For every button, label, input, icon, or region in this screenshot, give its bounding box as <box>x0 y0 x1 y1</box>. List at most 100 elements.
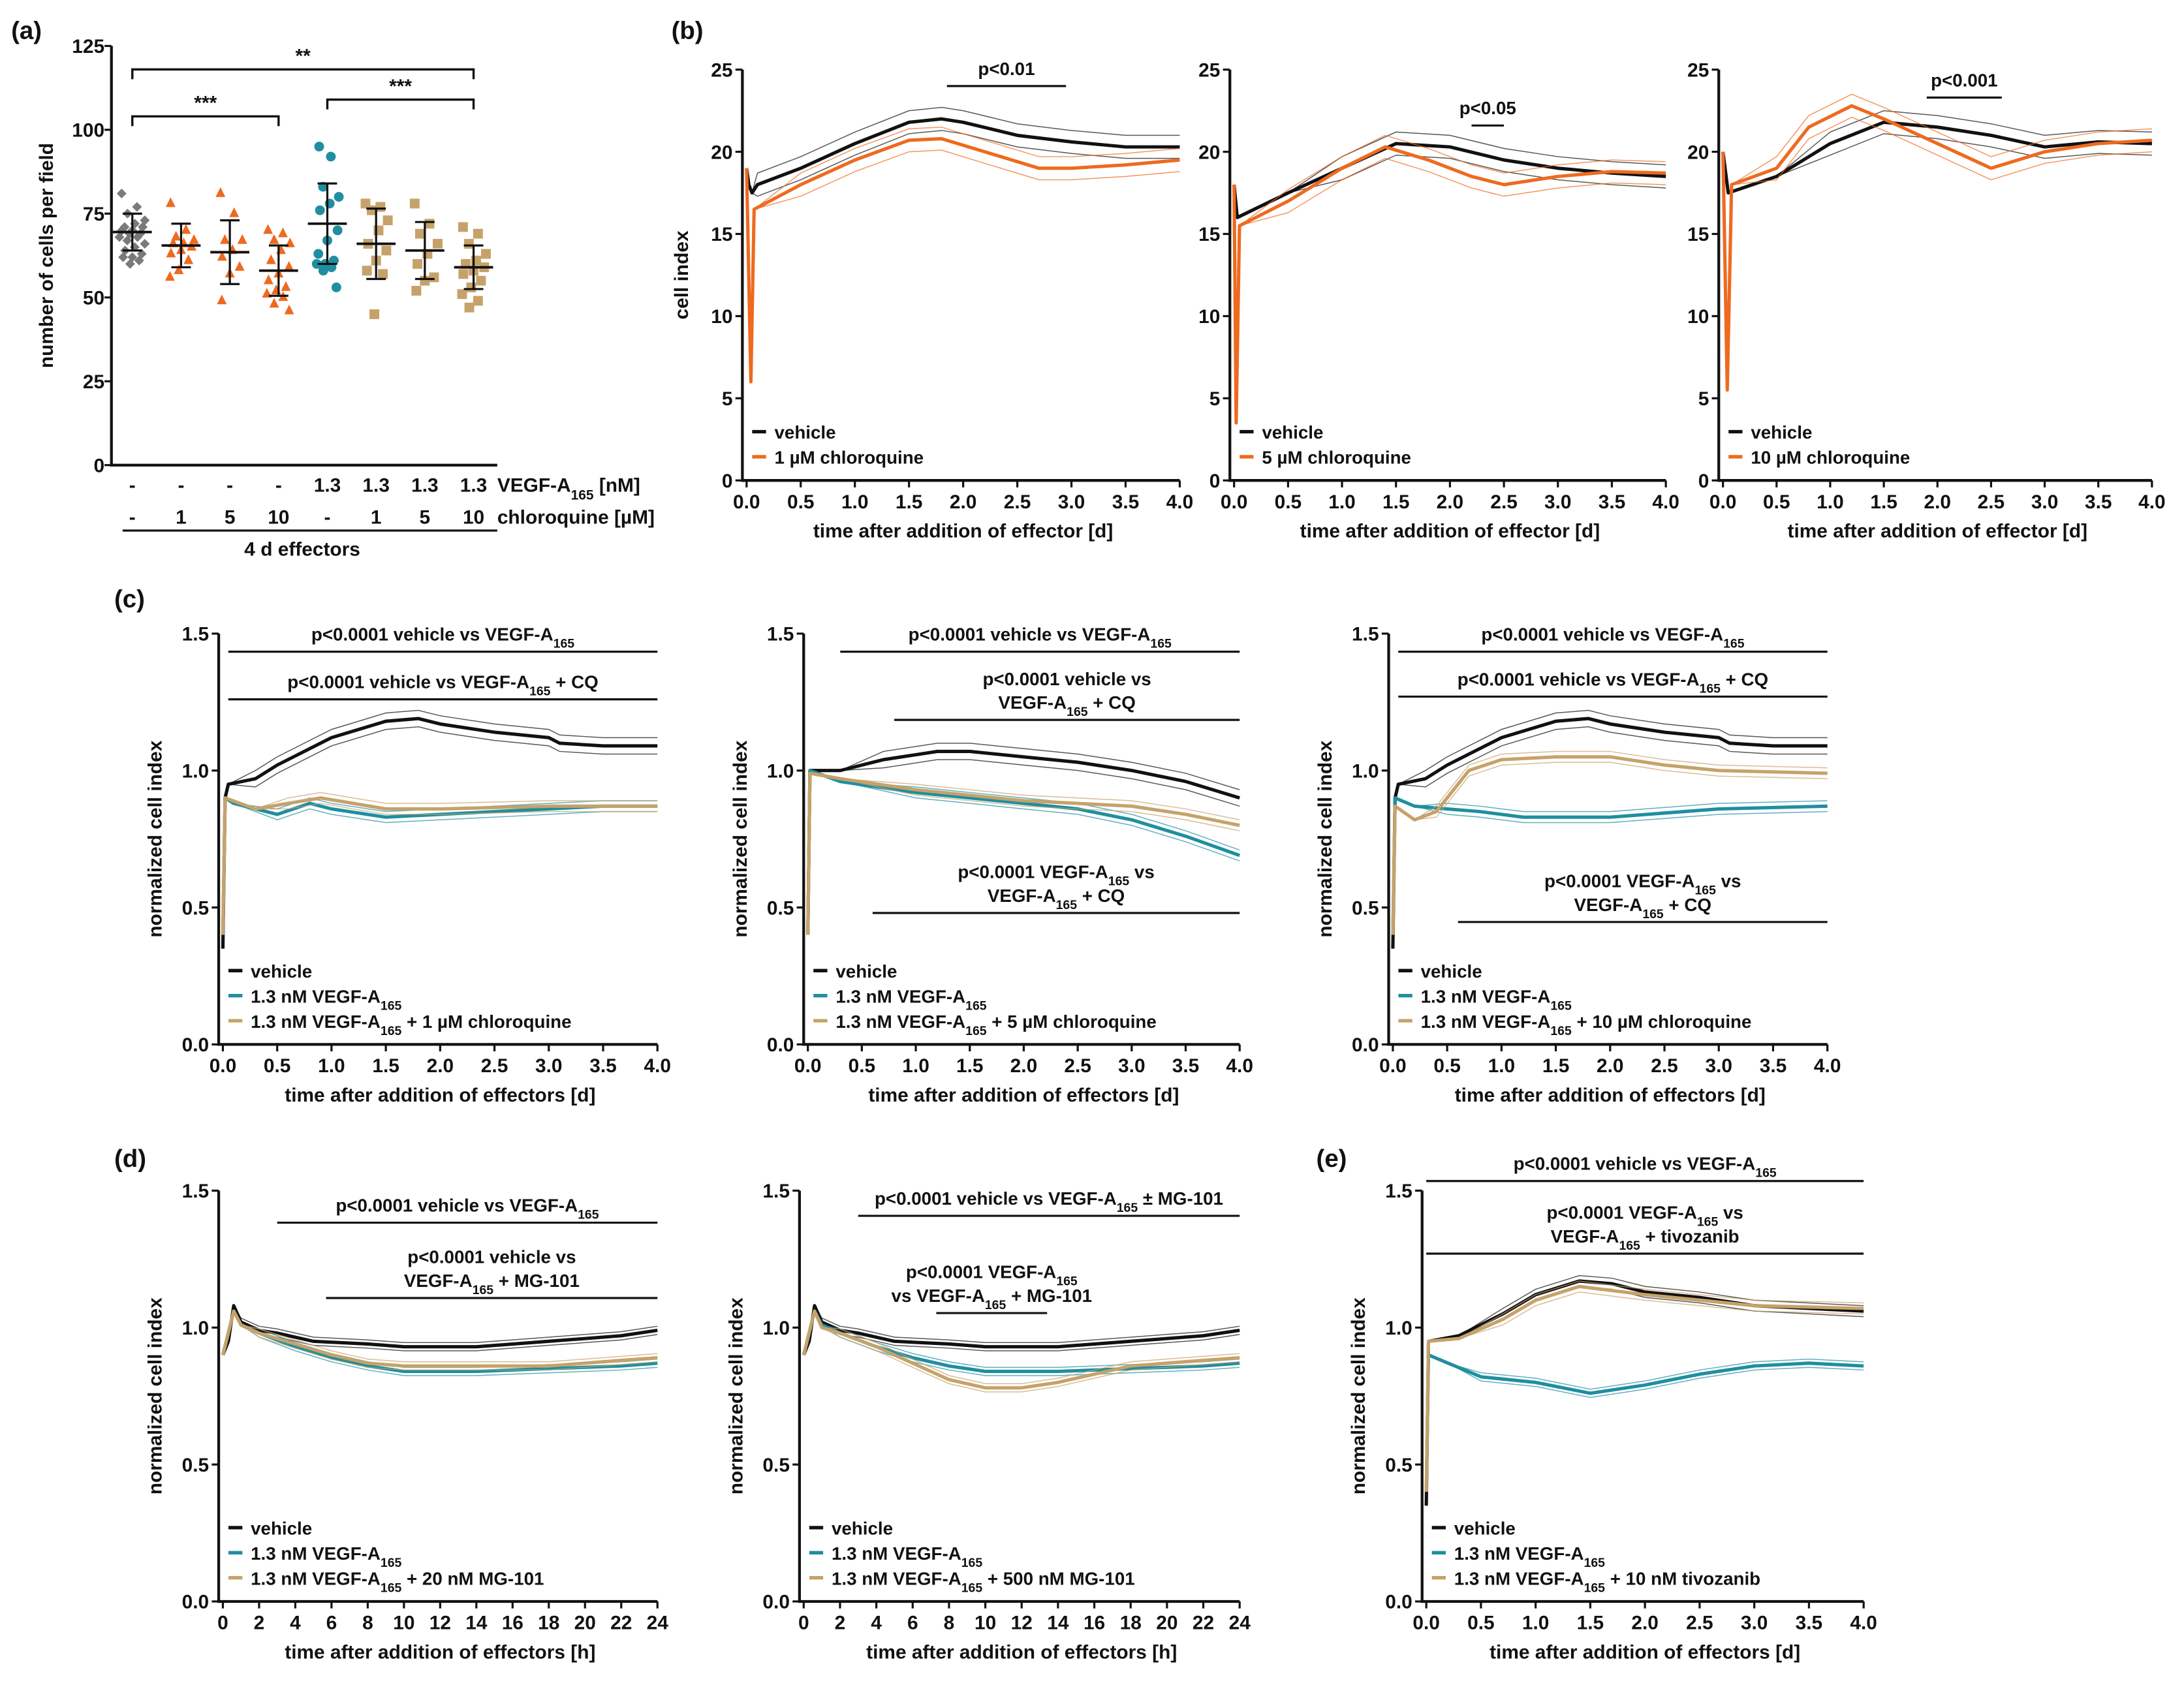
curve-2 <box>221 1309 658 1368</box>
x-tick-label: 3.0 <box>2031 491 2059 513</box>
y-tick-label: 1.5 <box>182 624 210 645</box>
text-segment: 1.0 <box>1817 491 1844 513</box>
y-tick-label: 1.5 <box>767 624 794 645</box>
text-segment: + 5 µM chloroquine <box>987 1012 1157 1032</box>
text-segment: + MG-101 <box>493 1271 580 1291</box>
legend-label: vehicle <box>251 961 312 982</box>
x-tick-label: 4.0 <box>1652 491 1679 513</box>
x-tick-label: 6 <box>907 1613 918 1634</box>
x-axis-title: time after addition of effectors [d] <box>868 1085 1179 1106</box>
y-tick-label: 1.0 <box>1352 760 1379 782</box>
curve-1 <box>1721 104 2153 392</box>
data-point <box>311 258 322 269</box>
text-segment: 1.3 nM VEGF-A <box>1421 986 1551 1006</box>
text-segment: vs VEGF-A <box>892 1286 985 1306</box>
legend-label: 1.3 nM VEGF-A165 <box>1421 986 1572 1013</box>
text-segment: 0.0 <box>1221 491 1248 513</box>
x-tick-label: 2.0 <box>1631 1613 1659 1634</box>
sd-line-0 <box>1722 110 2152 194</box>
x-tick-label: 10 <box>975 1613 996 1634</box>
text-segment: 1.0 <box>182 1318 210 1339</box>
data-point <box>473 228 483 239</box>
y-tick-label: 1.0 <box>767 760 794 782</box>
text-segment: time after addition of effectors [h] <box>866 1641 1177 1663</box>
x-tick-label: 3.0 <box>1705 1055 1732 1077</box>
text-segment: 4.0 <box>2138 491 2166 513</box>
text-segment: - <box>226 474 233 496</box>
chart-c2: 0.0 0.5 1.0 1.5 0.0 0.5 1.0 1.5 2.0 2.5 3.0 3.5 4.0 t… <box>730 624 1253 1106</box>
data-point <box>362 266 372 276</box>
text-segment: 5 µM chloroquine <box>1262 448 1411 468</box>
significance-label: p<0.0001 vehicle vs VEGF-A165 + CQ <box>287 672 598 699</box>
text-segment: + CQ <box>1664 895 1711 915</box>
x-tick-label: 8 <box>362 1613 373 1634</box>
x-tick-label: 6 <box>326 1613 337 1634</box>
y-tick-label: 0.5 <box>762 1455 790 1476</box>
text-segment: time after addition of effector [d] <box>1788 521 2088 542</box>
y-tick-label: 0.0 <box>182 1034 210 1056</box>
text-segment: 18 <box>1120 1613 1142 1634</box>
data-point <box>116 189 127 198</box>
legend-label: 10 µM chloroquine <box>1751 448 1910 468</box>
text-segment: 25 <box>1198 59 1220 81</box>
text-segment: 2.0 <box>1631 1613 1659 1634</box>
x-tick-label: 24 <box>1229 1613 1251 1634</box>
x-tick-label: 4.0 <box>1226 1055 1253 1077</box>
text-segment: 1.3 nM VEGF-A <box>1454 1543 1584 1564</box>
subscript: 165 <box>1694 883 1716 897</box>
sd-line-1 <box>222 797 658 935</box>
sd-line-2 <box>1426 1291 1864 1492</box>
text-segment: 3.5 <box>1796 1613 1823 1634</box>
data-point <box>411 286 422 296</box>
curve-1 <box>221 796 658 935</box>
subscript: 165 <box>1619 1239 1640 1253</box>
text-segment: + tivozanib <box>1640 1226 1739 1246</box>
y-tick-label: 100 <box>72 120 104 142</box>
data-point <box>281 281 291 291</box>
text-segment: time after addition of effector [d] <box>813 521 1114 542</box>
legend-label: vehicle <box>1454 1519 1516 1539</box>
text-segment: 1.5 <box>1870 491 1897 513</box>
y-tick-label: 10 <box>1687 306 1709 328</box>
text-segment: 3.0 <box>1118 1055 1146 1077</box>
data-point <box>284 304 294 315</box>
text-segment: 14 <box>465 1613 488 1634</box>
text-segment: 1.5 <box>1577 1613 1604 1634</box>
text-segment: VEGF-A <box>1551 1226 1619 1246</box>
significance-label: p<0.0001 vehicle vs VEGF-A165 + CQ <box>1458 669 1768 696</box>
subscript: 165 <box>1584 1581 1606 1595</box>
text-segment: p<0.0001 vehicle vs <box>982 669 1151 689</box>
x-tick-label: 0.0 <box>210 1055 237 1077</box>
legend-label: vehicle <box>251 1519 312 1539</box>
data-point <box>463 239 474 249</box>
chart-c1: 0.0 0.5 1.0 1.5 0.0 0.5 1.0 1.5 2.0 2.5 3.0 3.5 4.0 t… <box>145 624 671 1106</box>
x-tick-label: 4.0 <box>644 1055 671 1077</box>
text-segment: 1.3 <box>314 474 341 496</box>
y-tick-label: 1.0 <box>762 1318 790 1339</box>
text-segment: (d) <box>114 1145 146 1173</box>
text-segment: 6 <box>907 1613 918 1634</box>
subscript: 165 <box>1550 1024 1572 1038</box>
text-segment: 1.3 nM VEGF-A <box>832 1568 961 1588</box>
x-tick-label: 14 <box>1047 1613 1069 1634</box>
x-axis-title: time after addition of effectors [d] <box>1490 1641 1800 1663</box>
x-tick-label: 1.5 <box>1382 491 1410 513</box>
text-segment: time after addition of effectors [d] <box>1490 1641 1800 1663</box>
x-tick-label: 0.0 <box>1412 1613 1440 1634</box>
text-segment: 3.5 <box>1112 491 1140 513</box>
x-tick-label: 2.0 <box>1437 491 1464 513</box>
text-segment: p<0.0001 VEGF-A <box>1546 1203 1696 1223</box>
curve-2 <box>1391 755 1828 935</box>
legend-label: vehicle <box>1421 961 1482 982</box>
text-segment: 0.5 <box>1352 897 1379 919</box>
y-tick-label: 75 <box>83 204 104 225</box>
text-segment: 22 <box>1193 1613 1214 1634</box>
text-segment: p<0.001 <box>1931 70 1998 90</box>
x-tick-label: 2.0 <box>950 491 977 513</box>
x-tick-label: 2.5 <box>1651 1055 1678 1077</box>
x-tick-label: 3.5 <box>589 1055 617 1077</box>
panel-label-c: (c) <box>114 585 145 613</box>
subscript: 165 <box>1056 898 1078 912</box>
y-tick-label: 1.5 <box>762 1181 790 1202</box>
y-axis-title: normalized cell index <box>145 1297 166 1494</box>
